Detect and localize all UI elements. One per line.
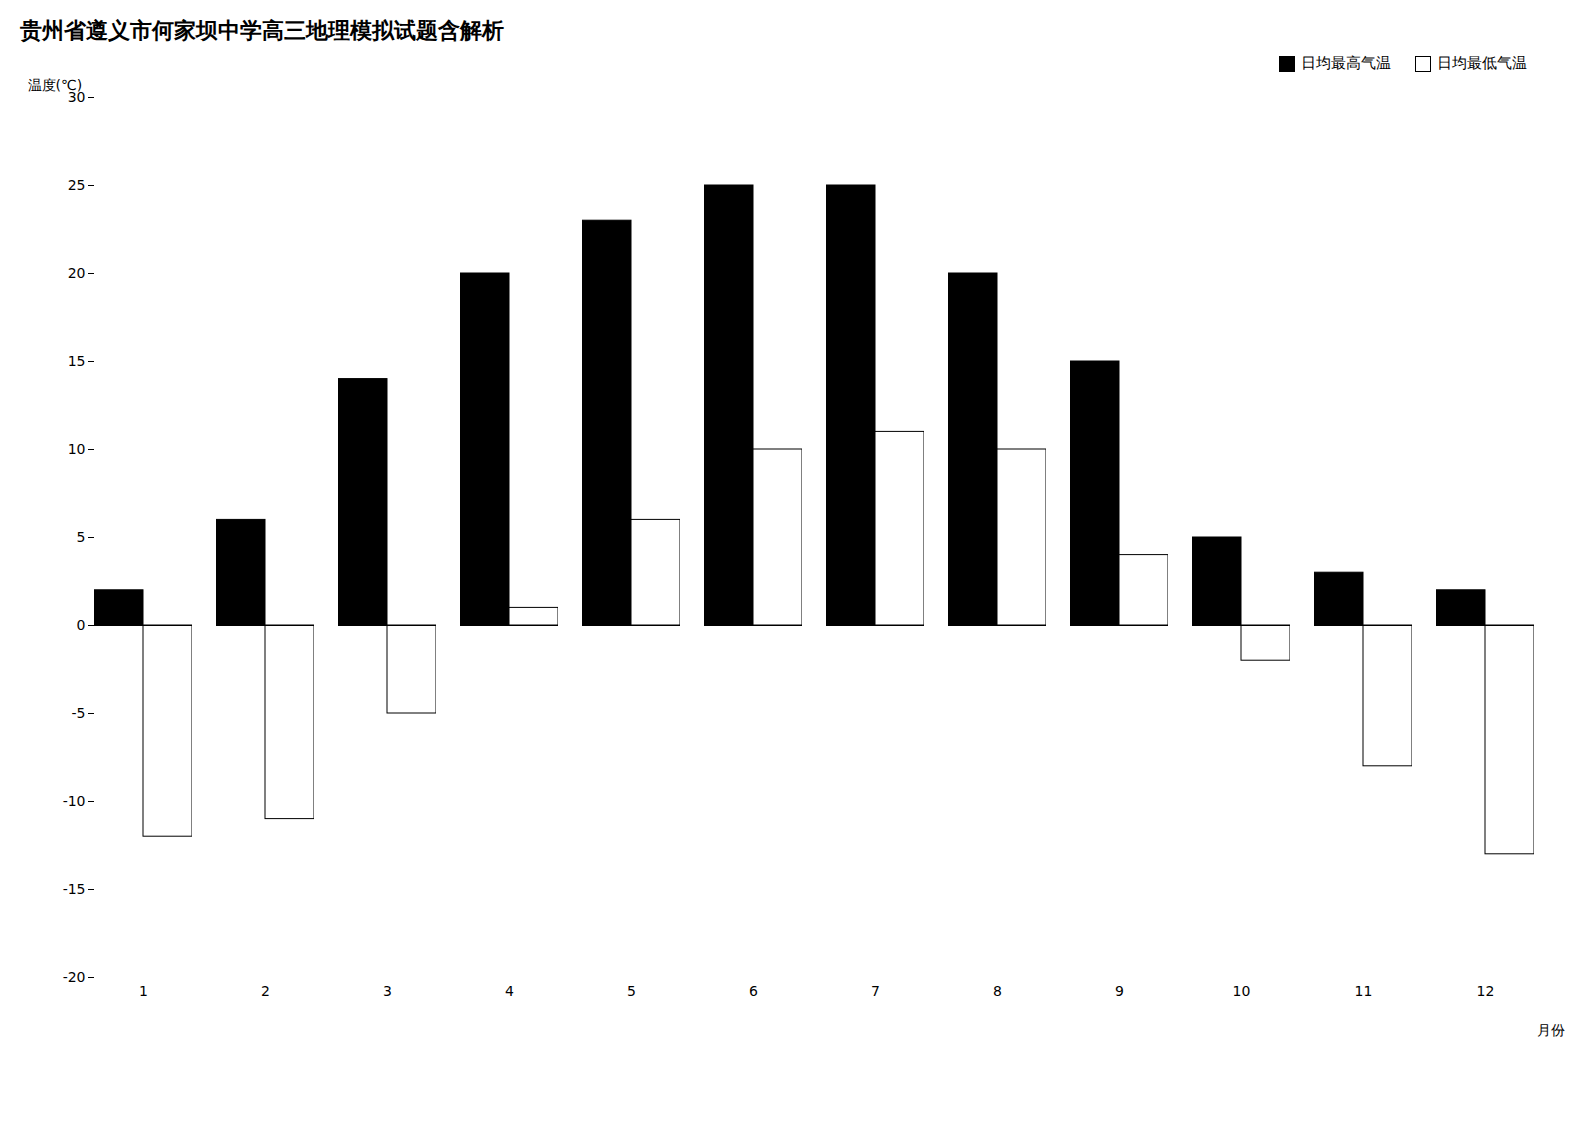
svg-text:15: 15 <box>68 353 86 369</box>
html-text:贵州省遵义市何家坝中学高三地理模拟试题含解析: 贵州省遵义市何家坝中学高三地理模拟试题含解析 <box>20 18 504 43</box>
svg-text:10: 10 <box>68 441 86 457</box>
svg-text:20: 20 <box>68 265 86 281</box>
svg-text:6: 6 <box>749 983 758 999</box>
svg-text:9: 9 <box>1115 983 1124 999</box>
html-text:日均最高气温: 日均最高气温 <box>1301 54 1391 72</box>
svg-text:5: 5 <box>77 529 86 545</box>
svg-text:10: 10 <box>1233 983 1251 999</box>
svg-text:25: 25 <box>68 177 86 193</box>
svg-text:-15: -15 <box>63 881 86 897</box>
svg-text:30: 30 <box>67 89 86 105</box>
svg-text:7: 7 <box>871 983 880 999</box>
svg-text:-5: -5 <box>72 705 86 721</box>
svg-text:-20: -20 <box>63 969 86 985</box>
svg-text:12: 12 <box>1477 983 1495 999</box>
svg-text:月份: 月份 <box>1537 1022 1565 1038</box>
svg-text:1: 1 <box>139 983 148 999</box>
svg-text:11: 11 <box>1355 983 1373 999</box>
svg-text:3: 3 <box>383 983 392 999</box>
svg-text:4: 4 <box>505 983 514 999</box>
svg-text:5: 5 <box>627 983 636 999</box>
svg-text:2: 2 <box>261 983 270 999</box>
svg-text:8: 8 <box>993 983 1002 999</box>
svg-text:温度(℃): 温度(℃) <box>28 77 83 93</box>
svg-text:-10: -10 <box>63 793 86 809</box>
html-text:日均最低气温: 日均最低气温 <box>1437 54 1527 72</box>
svg-text:0: 0 <box>77 617 86 633</box>
